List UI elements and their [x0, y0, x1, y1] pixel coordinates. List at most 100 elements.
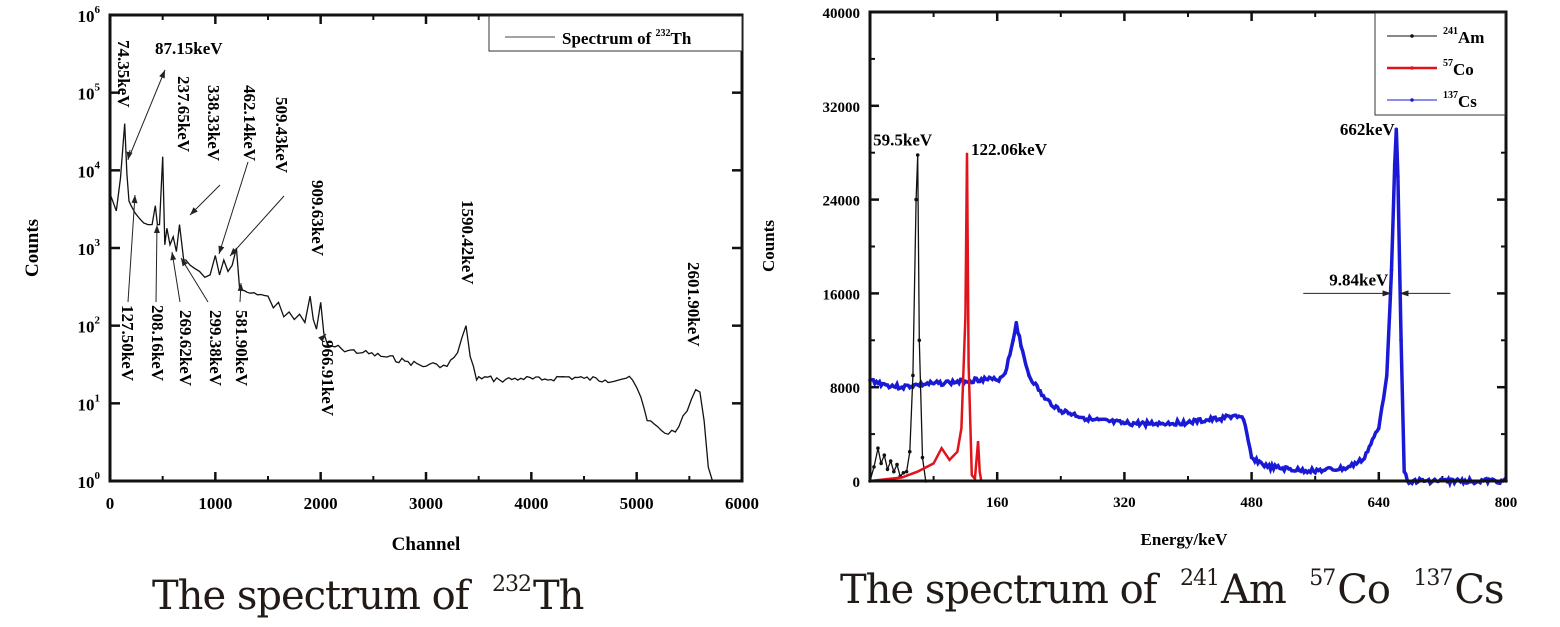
- peak-label: 208.16keV: [148, 305, 167, 382]
- data-point-cs: [1011, 338, 1015, 343]
- data-point-am: [876, 446, 880, 450]
- peak-label: 338.33keV: [204, 85, 223, 162]
- data-point-cs: [1377, 426, 1381, 431]
- legend-label: 241Am: [1443, 26, 1484, 47]
- data-point-cs: [1384, 373, 1389, 378]
- x-tick-label: 160: [986, 495, 1009, 511]
- arrow-head-icon: [190, 207, 198, 215]
- data-point-cs: [1043, 397, 1047, 401]
- arrow-head-icon: [230, 248, 238, 256]
- arrow-head-icon: [218, 245, 225, 254]
- data-point-cs: [884, 383, 888, 387]
- data-point-cs: [1321, 468, 1325, 473]
- x-tick-label: 6000: [725, 494, 759, 513]
- arrow-head-icon: [170, 252, 177, 261]
- legend: 241Am 57Co 137Cs: [1374, 12, 1506, 116]
- peak-arrow: [155, 224, 158, 303]
- arrow-head-icon: [159, 70, 165, 79]
- data-point-am: [915, 153, 920, 157]
- th232-caption: The spectrum of 232Th: [152, 572, 584, 619]
- data-point-am: [911, 373, 915, 378]
- x-axis-label: Channel: [392, 534, 461, 555]
- legend-marker: [1410, 66, 1414, 70]
- peak-label-am: 59.5keV: [873, 131, 933, 150]
- data-point-cs: [931, 381, 936, 386]
- peak-arrow: [171, 251, 181, 303]
- legend-label: 137Cs: [1443, 90, 1477, 111]
- data-point-cs: [1396, 174, 1400, 178]
- peak-label: 581.90keV: [232, 310, 251, 387]
- data-point-cs: [947, 380, 952, 385]
- y-tick-label: 16000: [823, 287, 861, 303]
- x-tick-label: 4000: [514, 494, 548, 513]
- data-point-cs: [1345, 466, 1349, 470]
- series-line-am: [869, 154, 927, 482]
- peak-label: 127.50keV: [118, 305, 137, 382]
- y-tick-label: 103: [78, 237, 101, 259]
- arrow-head-icon: [237, 283, 244, 292]
- data-point-cs: [1122, 421, 1127, 426]
- th232-spectrum-line: [109, 123, 714, 482]
- data-point-cs: [1218, 417, 1222, 421]
- x-tick-label: 5000: [620, 494, 654, 513]
- plot-frame: [868, 10, 1508, 483]
- data-point-cs: [1027, 373, 1031, 378]
- data-point-cs: [995, 378, 999, 382]
- arrow-head-icon: [181, 258, 188, 267]
- data-point-cs: [1392, 162, 1397, 167]
- data-point-am: [917, 338, 922, 343]
- peak-label: 2601.90keV: [684, 262, 703, 347]
- data-point-am: [895, 462, 899, 467]
- plot-frame: [108, 13, 744, 483]
- series-line-co: [869, 152, 1506, 483]
- peak-label: 269.62keV: [176, 310, 195, 387]
- fwhm-label: 9.84keV: [1329, 270, 1389, 289]
- data-point-cs: [1090, 418, 1095, 422]
- y-axis-label: Counts: [760, 220, 778, 272]
- arrow-head-icon: [318, 334, 326, 342]
- data-point-cs: [900, 385, 904, 390]
- peak-arrow: [129, 69, 166, 156]
- arrow-head-icon: [131, 195, 138, 204]
- legend-marker: [1410, 98, 1414, 102]
- legend-label: 57Co: [1443, 58, 1474, 79]
- y-tick-label: 101: [78, 392, 101, 414]
- y-tick-label: 106: [78, 4, 101, 26]
- peak-label: 237.65keV: [174, 76, 193, 153]
- y-tick-label: 105: [78, 82, 101, 104]
- data-point-am: [904, 469, 909, 474]
- legend-marker: [1410, 34, 1414, 38]
- arrow-head-icon: [1399, 290, 1409, 297]
- data-point-am: [892, 469, 896, 474]
- x-tick-label: 800: [1495, 495, 1518, 511]
- legend: Spectrum of 232Th: [488, 15, 743, 52]
- data-point-am: [920, 455, 925, 460]
- x-tick-label: 0: [106, 494, 115, 513]
- data-point-am: [885, 467, 890, 472]
- y-axis-label: Counts: [22, 219, 43, 277]
- x-tick-label: 3000: [409, 494, 443, 513]
- arrow-head-icon: [1382, 290, 1392, 297]
- legend-label-th232: Spectrum of 232Th: [562, 28, 692, 48]
- data-point-cs: [915, 383, 920, 387]
- peak-label: 462.14keV: [240, 85, 259, 162]
- am-co-cs-caption: The spectrum of 241Am 57Co 137Cs: [840, 566, 1505, 613]
- data-point-cs: [1402, 469, 1407, 474]
- arrow-head-icon: [126, 151, 133, 160]
- peak-label: 74.35keV: [114, 40, 133, 108]
- data-point-am: [879, 461, 883, 466]
- peak-arrow: [180, 257, 209, 303]
- data-point-cs: [1249, 455, 1254, 460]
- data-point-am: [907, 449, 912, 454]
- data-point-cs: [1186, 420, 1190, 425]
- arrow-head-icon: [153, 225, 160, 233]
- data-point-cs: [1233, 413, 1238, 418]
- y-tick-label: 100: [78, 470, 101, 492]
- x-tick-label: 1000: [198, 494, 232, 513]
- data-point-cs: [1361, 458, 1365, 462]
- peak-label: 299.38keV: [206, 310, 225, 387]
- data-point-am: [901, 470, 906, 475]
- peak-arrow: [229, 195, 285, 257]
- th232-chart: 0 1000 2000 3000 4000 5000 6000 100 101 102 103 104…: [22, 4, 759, 555]
- data-point-cs: [1019, 344, 1023, 348]
